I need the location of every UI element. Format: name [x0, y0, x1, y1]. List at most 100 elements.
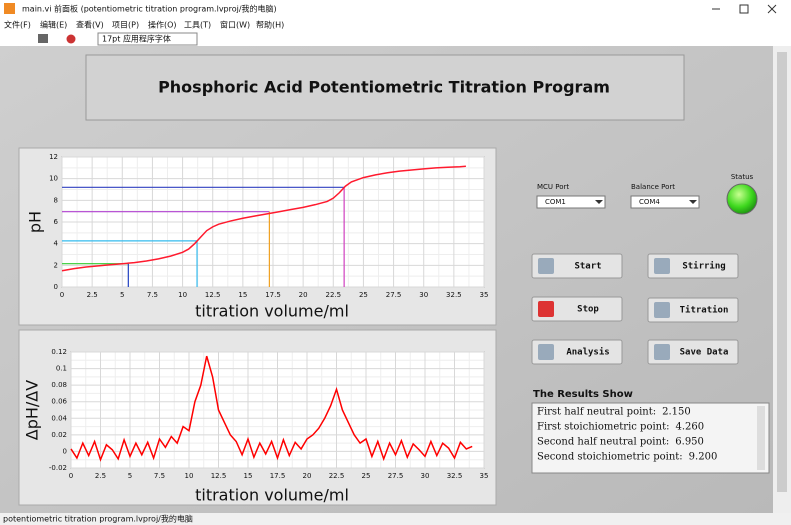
x-tick-label: 22.5: [325, 291, 341, 299]
dropdown-arrow: [689, 200, 697, 204]
port-label: MCU Port: [537, 183, 569, 191]
status-label: Status: [731, 173, 754, 181]
status-led: [726, 183, 758, 215]
x-tick-label: 5: [120, 291, 124, 299]
button-label: Stirring: [682, 261, 725, 272]
results-scroll[interactable]: [757, 406, 765, 470]
x-tick-label: 20: [303, 472, 312, 480]
x-tick-label: 32.5: [446, 291, 462, 299]
toolbar-button[interactable]: [38, 34, 48, 43]
button-icon: [538, 344, 554, 360]
x-tick-label: 2.5: [87, 291, 98, 299]
results-title: The Results Show: [533, 389, 633, 400]
result-label: Second half neutral point:: [537, 437, 669, 448]
button-label: Analysis: [566, 347, 609, 358]
button-icon: [654, 344, 670, 360]
x-tick-label: 7.5: [154, 472, 165, 480]
x-tick-label: 35: [480, 291, 489, 299]
button[interactable]: [531, 296, 623, 322]
y-tick-label: 0.02: [51, 431, 67, 439]
panel-title: Phosphoric Acid Potentiometric Titration…: [158, 78, 610, 97]
x-tick-label: 0: [60, 291, 64, 299]
y-tick-label: 0.08: [51, 381, 67, 389]
button[interactable]: [531, 253, 623, 279]
menu-item[interactable]: 帮助(H): [256, 20, 284, 30]
y-tick-label: 0.04: [51, 414, 67, 422]
result-label: Second stoichiometric point:: [537, 452, 683, 463]
menu-item[interactable]: 工具(T): [184, 21, 211, 30]
x-tick-label: 7.5: [147, 291, 158, 299]
font-select[interactable]: [97, 32, 198, 46]
x-tick-label: 15: [238, 291, 247, 299]
menu-item[interactable]: 操作(O): [148, 20, 177, 30]
status-bar-text: potentiometric titration program.lvproj/…: [3, 514, 193, 524]
y-tick-label: 0.1: [56, 365, 67, 373]
y-tick-label: 0.12: [51, 348, 67, 356]
result-value: 9.200: [689, 452, 718, 463]
button[interactable]: [647, 297, 739, 323]
x-tick-label: 10: [178, 291, 187, 299]
button-icon: [654, 258, 670, 274]
button-icon: [538, 258, 554, 274]
x-tick-label: 22.5: [329, 472, 345, 480]
results-box: [531, 402, 770, 474]
button[interactable]: [647, 253, 739, 279]
y-tick-label: 12: [49, 153, 58, 161]
x-tick-label: 25: [362, 472, 371, 480]
abort-button[interactable]: [66, 34, 76, 44]
title-box: [85, 54, 685, 121]
port-select[interactable]: [536, 195, 606, 209]
y-tick-label: 8: [54, 196, 58, 204]
data-line: [70, 355, 473, 462]
scroll-thumb[interactable]: [777, 52, 787, 492]
y-tick-label: 0.06: [51, 398, 67, 406]
y-tick-label: 4: [54, 240, 59, 248]
menu-item[interactable]: 编辑(E): [40, 20, 67, 30]
data-line: [61, 165, 466, 272]
y-tick-label: 2: [54, 261, 58, 269]
menu-item[interactable]: 项目(P): [112, 21, 139, 30]
x-tick-label: 35: [480, 472, 489, 480]
result-label: First stoichiometric point:: [537, 422, 670, 433]
y-axis-label: pH: [26, 211, 45, 233]
y-tick-label: 10: [49, 175, 58, 183]
button-label: Save Data: [680, 348, 729, 358]
x-tick-label: 5: [128, 472, 132, 480]
y-axis-label: ΔpH/ΔV: [23, 380, 42, 440]
button[interactable]: [647, 339, 739, 365]
menu-item[interactable]: 查看(V): [76, 20, 104, 30]
menu-item[interactable]: 窗口(W): [220, 20, 250, 30]
x-tick-label: 15: [244, 472, 253, 480]
port-select[interactable]: [630, 195, 700, 209]
x-axis-label: titration volume/ml: [195, 486, 349, 505]
x-tick-label: 2.5: [95, 472, 106, 480]
window-title: main.vi 前面板 (potentiometric titration pr…: [22, 4, 277, 14]
x-tick-label: 0: [69, 472, 73, 480]
x-tick-label: 25: [359, 291, 368, 299]
result-label: First half neutral point:: [537, 407, 656, 418]
port-label: Balance Port: [631, 183, 675, 191]
button-label: Titration: [680, 305, 729, 316]
status-bar: [0, 513, 791, 525]
port-value: COM4: [639, 198, 660, 206]
y-tick-label: -0.02: [49, 464, 67, 472]
y-tick-label: 0: [63, 447, 67, 455]
y-tick-label: 0: [54, 283, 58, 291]
dropdown-arrow: [595, 200, 603, 204]
x-tick-label: 10: [185, 472, 194, 480]
y-tick-label: 6: [54, 218, 59, 226]
window-controls: [712, 4, 777, 14]
result-value: 6.950: [675, 437, 704, 448]
menu-item[interactable]: 文件(F): [4, 20, 31, 30]
x-tick-label: 32.5: [447, 472, 463, 480]
x-tick-label: 30: [421, 472, 430, 480]
x-axis-label: titration volume/ml: [195, 302, 349, 321]
x-tick-label: 27.5: [388, 472, 404, 480]
button-icon: [654, 302, 670, 318]
x-tick-label: 27.5: [386, 291, 402, 299]
x-tick-label: 20: [299, 291, 308, 299]
result-value: 2.150: [662, 407, 691, 418]
button[interactable]: [531, 339, 623, 365]
x-tick-label: 12.5: [205, 291, 221, 299]
